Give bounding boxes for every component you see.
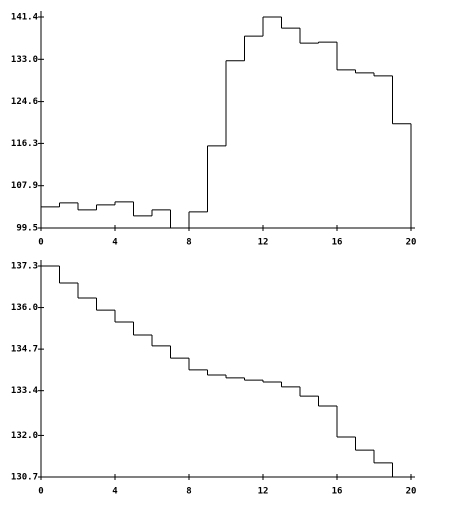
x-tick-label: 8: [186, 487, 191, 497]
x-tick-label: 20: [406, 238, 417, 248]
y-tick-label: 133.0: [11, 55, 38, 65]
x-tick-label: 16: [332, 487, 343, 497]
y-tick-label: 116.3: [11, 139, 38, 149]
y-tick-label: 99.5: [16, 224, 38, 234]
y-tick-label: 133.4: [11, 386, 39, 396]
y-tick-label: 107.9: [11, 181, 38, 191]
x-tick-label: 20: [406, 487, 417, 497]
x-tick-label: 4: [112, 238, 118, 248]
y-tick-label: 141.4: [11, 13, 39, 23]
x-tick-label: 16: [332, 238, 343, 248]
x-tick-label: 0: [38, 487, 43, 497]
y-tick-label: 134.7: [11, 345, 38, 355]
x-tick-label: 0: [38, 238, 43, 248]
x-tick-label: 12: [258, 238, 269, 248]
y-tick-label: 132.0: [11, 431, 38, 441]
y-tick-label: 124.6: [11, 97, 38, 107]
y-tick-label: 136.0: [11, 303, 38, 313]
x-tick-label: 4: [112, 487, 118, 497]
y-tick-label: 130.7: [11, 473, 38, 483]
x-tick-label: 12: [258, 487, 269, 497]
y-tick-label: 137.3: [11, 262, 38, 272]
x-tick-label: 8: [186, 238, 191, 248]
